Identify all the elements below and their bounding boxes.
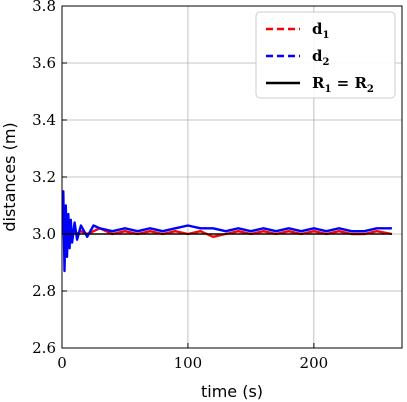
legend-subscript: 1 — [324, 84, 331, 95]
x-tick-label: 0 — [57, 354, 67, 372]
legend-equals-text: = R — [331, 74, 367, 92]
x-tick-label: 200 — [300, 354, 329, 372]
d2-series-line — [62, 190, 392, 273]
y-tick-label: 3.0 — [32, 225, 56, 243]
y-tick-label: 2.6 — [32, 339, 56, 357]
legend-subscript: 2 — [323, 57, 330, 68]
y-axis-label: distances (m) — [0, 122, 19, 231]
y-tick-label: 3.4 — [32, 111, 56, 129]
x-tick-label: 100 — [174, 354, 203, 372]
legend-subscript: 1 — [323, 30, 330, 41]
legend-item-d2-label: d2 — [312, 47, 330, 68]
legend-box — [255, 11, 396, 99]
x-axis-label: time (s) — [201, 382, 263, 401]
legend-base-text: d — [312, 20, 323, 38]
y-tick-label: 3.6 — [32, 54, 56, 72]
legend-base-text: R — [312, 74, 325, 92]
axis-ticks: 0 100 200 2.6 2.8 3.0 3.2 3.4 3.6 3.8 — [32, 0, 328, 372]
legend-item-r1-r2-label: R1 = R2 — [312, 74, 374, 95]
y-tick-label: 2.8 — [32, 282, 56, 300]
legend-subscript-2: 2 — [367, 84, 374, 95]
legend-base-text: d — [312, 47, 323, 65]
y-tick-label: 3.2 — [32, 168, 56, 186]
y-tick-label: 3.8 — [32, 0, 56, 15]
plot-area — [62, 190, 393, 273]
legend-item-d1-label: d1 — [312, 20, 329, 41]
